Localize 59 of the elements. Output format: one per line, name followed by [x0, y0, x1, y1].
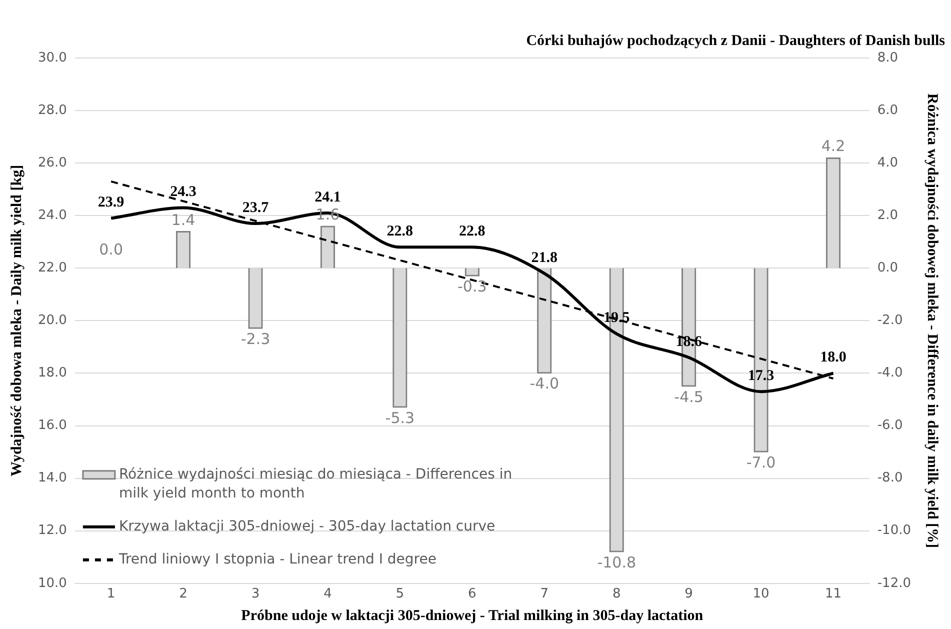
- legend-label: Różnice wydajności miesiąc do miesiąca - Differences in milk yield month to month: [118, 466, 512, 502]
- data-label: -5.3: [385, 408, 415, 427]
- y2-tick-label: -2.0: [877, 313, 903, 328]
- x-tick-label: 3: [251, 586, 260, 602]
- x-tick-label: 10: [752, 586, 770, 602]
- data-label: 24.1: [314, 189, 341, 206]
- chart-title: Córki buhajów pochodzących z Danii - Daughters of Danish bulls: [526, 32, 946, 49]
- y2-tick-label: 6.0: [877, 102, 898, 118]
- data-label: 24.3: [170, 184, 196, 200]
- y2-tick-label: 0.0: [877, 260, 898, 276]
- x-axis-title: Próbne udoje w laktacji 305-dniowej - Trial milking in 305-day lactation: [241, 608, 704, 624]
- x-tick-label: 2: [179, 586, 188, 602]
- y2-tick-label: -10.0: [877, 523, 912, 538]
- y2-tick-label: -4.0: [877, 366, 903, 381]
- y-tick-label: 12.0: [38, 523, 67, 538]
- data-label: -2.3: [240, 330, 270, 348]
- y2-tick-label: -12.0: [877, 576, 912, 591]
- data-label: 22.8: [459, 224, 486, 240]
- y2-axis-title: Różnica wydajności dobowej mleka - Difference in daily milk yield [%]: [924, 93, 940, 548]
- data-label: -10.8: [597, 553, 636, 572]
- legend-label: Trend liniowy I stopnia - Linear trend I degree: [118, 552, 436, 568]
- y2-tick-label: 8.0: [877, 50, 898, 66]
- data-label: 4.2: [821, 137, 846, 156]
- data-label: 21.8: [531, 250, 558, 266]
- x-tick-label: 4: [324, 586, 332, 602]
- data-label: 17.3: [748, 368, 774, 384]
- x-tick-label: 5: [396, 586, 404, 602]
- data-label: 22.8: [386, 224, 414, 240]
- x-tick-label: 6: [468, 586, 476, 602]
- y-tick-label: 24.0: [38, 208, 67, 223]
- data-label: -7.0: [746, 453, 776, 472]
- data-label: 0.0: [99, 240, 123, 259]
- y-axis-title: Wydajność dobowa mleka - Daily milk yield [kg]: [8, 164, 25, 476]
- x-tick-label: 9: [684, 586, 693, 602]
- y-tick-label: 30.0: [38, 50, 67, 66]
- y-tick-label: 22.0: [38, 260, 67, 276]
- data-label: 23.7: [242, 200, 270, 216]
- y2-tick-label: 4.0: [877, 155, 898, 170]
- data-label: 1.4: [171, 210, 196, 229]
- y-tick-label: 28.0: [38, 102, 67, 118]
- y-tick-label: 26.0: [38, 155, 67, 170]
- y2-tick-label: 2.0: [877, 208, 898, 223]
- x-tick-label: 8: [612, 586, 621, 602]
- x-tick-label: 11: [824, 586, 842, 602]
- data-label: 23.9: [98, 194, 124, 211]
- y2-tick-label: -6.0: [877, 418, 903, 434]
- x-tick-label: 7: [540, 586, 549, 602]
- y-tick-label: 16.0: [38, 418, 67, 434]
- y-tick-label: 10.0: [38, 576, 67, 591]
- y-tick-label: 20.0: [38, 313, 67, 328]
- data-label: -4.5: [674, 388, 704, 406]
- data-label: -4.0: [530, 374, 560, 393]
- y-tick-label: 14.0: [38, 470, 67, 486]
- data-label: 18.0: [820, 350, 846, 366]
- x-tick-label: 1: [106, 586, 116, 602]
- data-label: -0.3: [458, 277, 487, 296]
- legend-label: Krzywa laktacji 305-dniowej - 305-day lactation curve: [118, 518, 496, 535]
- y-tick-label: 18.0: [38, 366, 67, 381]
- y2-tick-label: -8.0: [877, 470, 903, 486]
